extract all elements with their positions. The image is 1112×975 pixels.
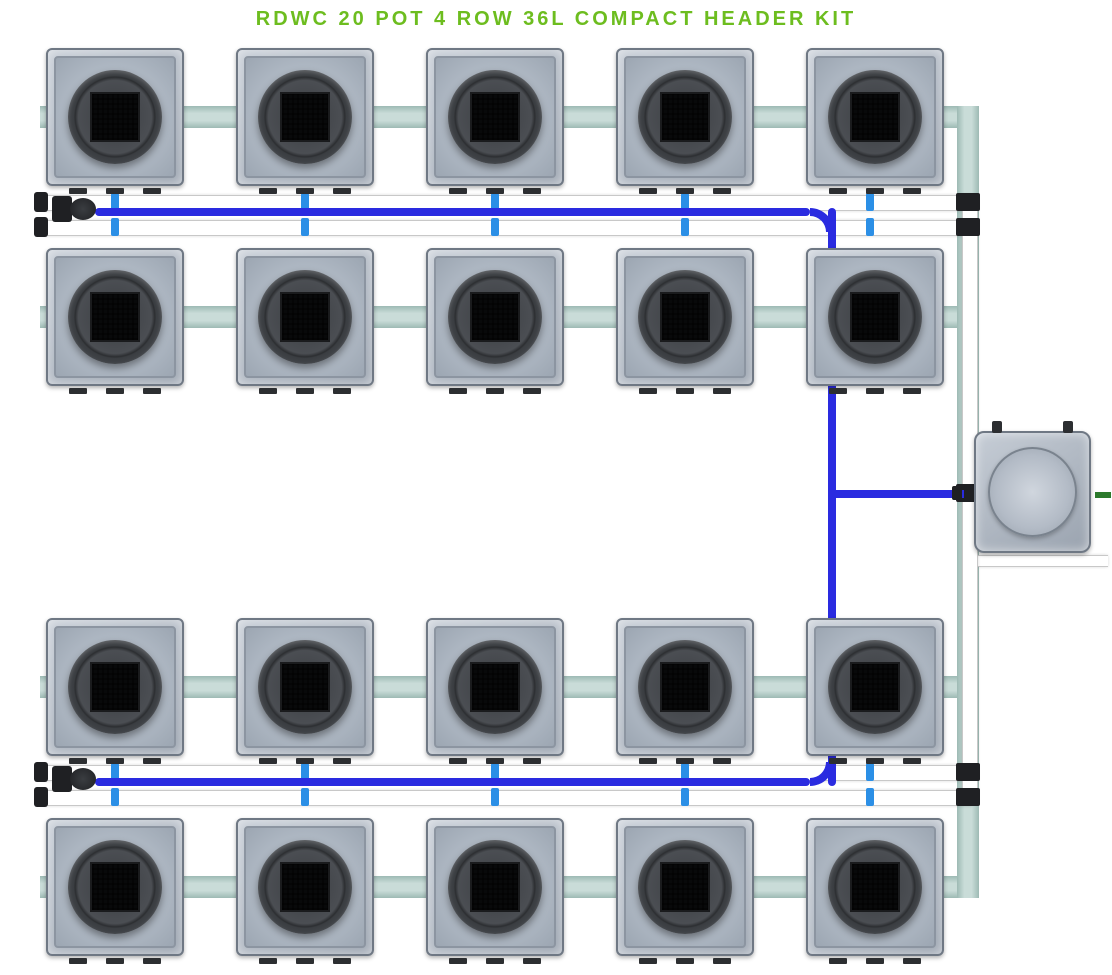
pipe-clip: [681, 788, 689, 806]
pipe-clip: [866, 218, 874, 236]
pot: [420, 42, 570, 192]
pot: [230, 612, 380, 762]
pipe-clip: [111, 218, 119, 236]
pipe-clip: [681, 218, 689, 236]
pot: [800, 242, 950, 392]
pipe-clip: [301, 218, 309, 236]
pot: [610, 42, 760, 192]
pot: [420, 812, 570, 962]
pipe-joint: [956, 218, 980, 236]
pot: [40, 612, 190, 762]
supply-tube-horizontal: [95, 778, 810, 786]
pipe-endcap: [34, 787, 48, 807]
reservoir-inlet: [964, 485, 974, 501]
pot: [230, 42, 380, 192]
pot: [40, 242, 190, 392]
pot: [420, 242, 570, 392]
pot: [610, 242, 760, 392]
reservoir-outlet: [1095, 492, 1111, 498]
pot: [800, 812, 950, 962]
supply-tube-horizontal: [832, 490, 970, 498]
supply-tube-horizontal: [95, 208, 810, 216]
pipe-clip: [491, 218, 499, 236]
pot: [420, 612, 570, 762]
pipe-clip: [866, 788, 874, 806]
pot: [230, 812, 380, 962]
pipe-clip: [866, 763, 874, 781]
diagram-title: RDWC 20 POT 4 ROW 36L COMPACT HEADER KIT: [0, 8, 1112, 31]
pot: [610, 812, 760, 962]
pot: [40, 812, 190, 962]
pot: [800, 42, 950, 192]
pipe-joint: [956, 763, 980, 781]
pipe-clip: [111, 788, 119, 806]
reservoir-unit: [970, 427, 1095, 557]
pot: [40, 42, 190, 192]
pipe-endcap: [34, 762, 48, 782]
tube-joint: [952, 486, 962, 500]
pipe-clip: [491, 788, 499, 806]
pipe-endcap: [34, 217, 48, 237]
pot: [230, 242, 380, 392]
pump-fitting: [52, 766, 98, 792]
pipe-endcap: [34, 192, 48, 212]
pipe-clip: [301, 788, 309, 806]
manifold-pipe-horizontal: [42, 790, 972, 806]
pump-fitting: [52, 196, 98, 222]
pot: [800, 612, 950, 762]
pipe-clip: [866, 193, 874, 211]
pipe-joint: [956, 788, 980, 806]
pipe-joint: [956, 193, 980, 211]
pot: [610, 612, 760, 762]
